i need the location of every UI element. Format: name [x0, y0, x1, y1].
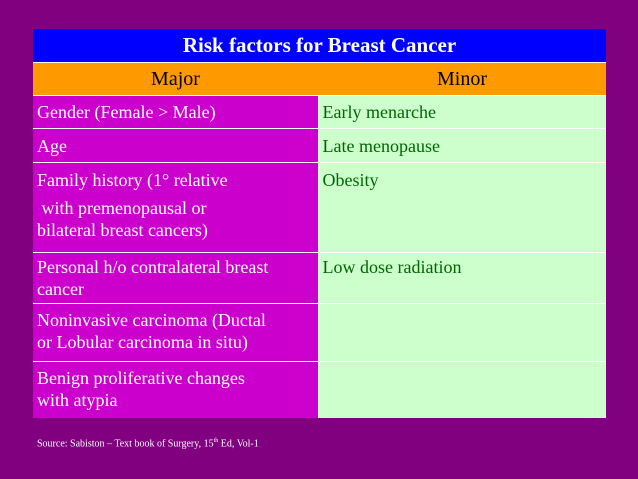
major-cell: Family history (1° relative with premeno… [33, 162, 319, 253]
table-row: Family history (1° relative with premeno… [33, 162, 607, 253]
major-line: Personal h/o contralateral breast [37, 256, 269, 277]
major-cell: Noninvasive carcinoma (Ductal or Lobular… [33, 303, 319, 362]
minor-cell: Obesity [318, 162, 607, 253]
major-cell: Gender (Female > Male) [33, 95, 319, 129]
minor-cell [318, 361, 607, 418]
minor-cell: Low dose radiation [318, 252, 607, 304]
source-suffix: Ed, Vol-1 [218, 438, 259, 450]
major-line: Benign proliferative changes [37, 367, 245, 388]
major-line: with premenopausal or [37, 197, 207, 218]
source-superscript: th [213, 438, 219, 444]
major-line: with atypia [37, 389, 118, 410]
source-citation: Source: Sabiston – Text book of Surgery,… [37, 438, 259, 449]
major-line: Noninvasive carcinoma (Ductal [37, 309, 266, 330]
major-line: bilateral breast cancers) [37, 219, 208, 240]
major-cell: Benign proliferative changes with atypia [33, 361, 319, 418]
risk-factors-table: Risk factors for Breast Cancer Major Min… [33, 29, 607, 418]
major-line: Age [37, 135, 67, 156]
table-row: Benign proliferative changes with atypia [33, 361, 607, 418]
major-line: or Lobular carcinoma in situ) [37, 331, 248, 352]
major-header: Major [33, 62, 318, 96]
minor-header: Minor [318, 62, 607, 96]
table-row: Noninvasive carcinoma (Ductal or Lobular… [33, 303, 607, 362]
table-row: Personal h/o contralateral breast cancer… [33, 252, 607, 304]
table-row: Age Late menopause [33, 128, 607, 163]
minor-cell [318, 303, 607, 362]
major-cell: Personal h/o contralateral breast cancer [33, 252, 319, 304]
minor-cell: Early menarche [318, 95, 607, 129]
major-cell: Age [33, 128, 319, 163]
table-row: Gender (Female > Male) Early menarche [33, 95, 607, 129]
major-line: Gender (Female > Male) [37, 101, 216, 122]
major-line: Family history (1° relative [37, 169, 228, 190]
minor-cell: Late menopause [318, 128, 607, 163]
major-line: cancer [37, 278, 84, 299]
table-title: Risk factors for Breast Cancer [33, 29, 607, 63]
source-prefix: Source: Sabiston – Text book of Surgery,… [37, 438, 214, 450]
